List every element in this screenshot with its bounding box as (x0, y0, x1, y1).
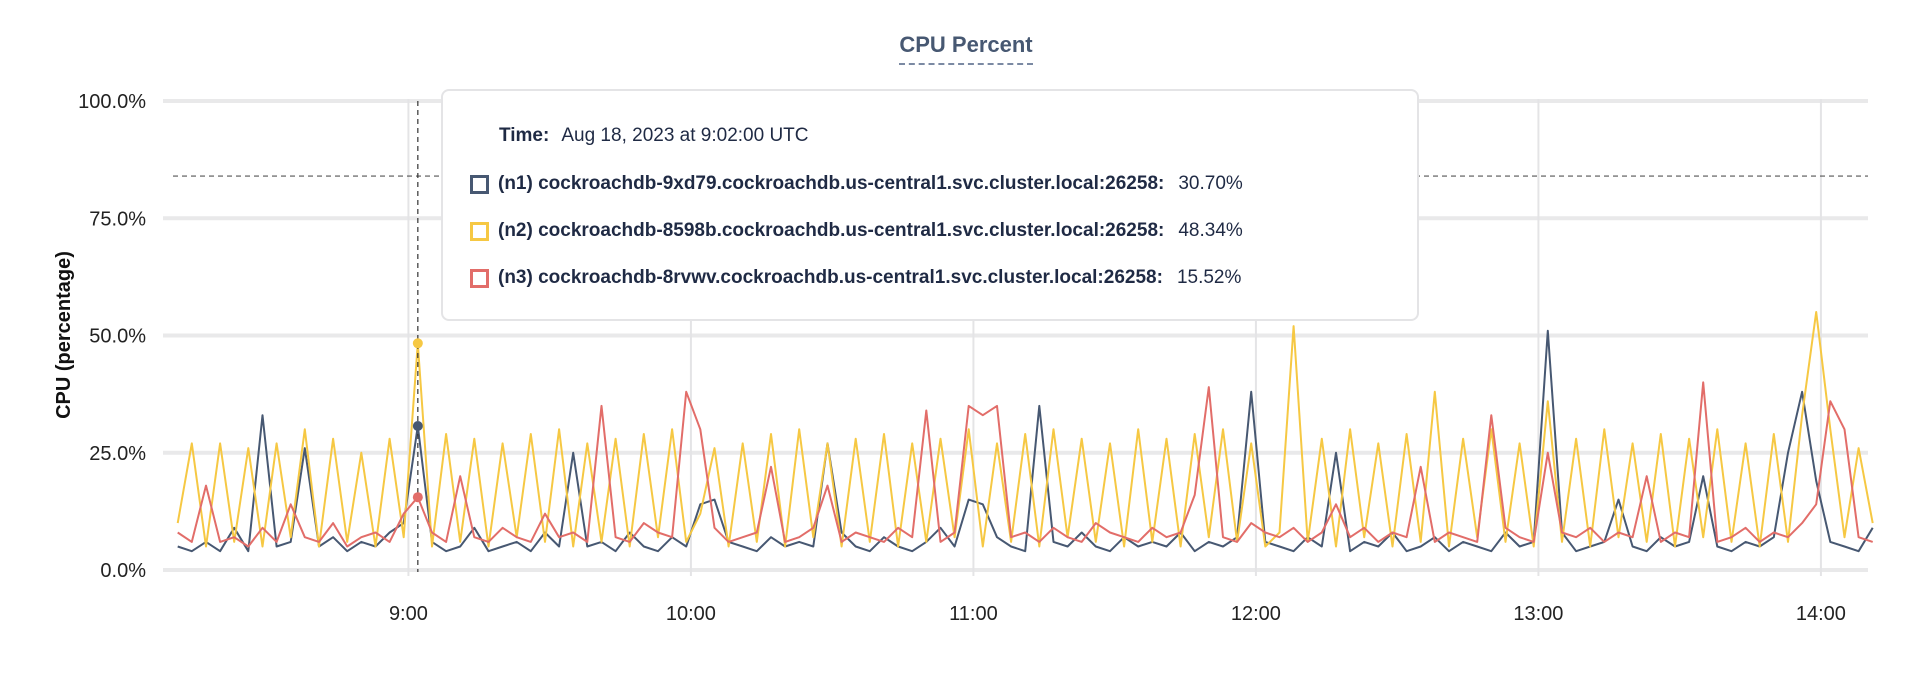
y-tick-label: 75.0% (89, 208, 146, 230)
tooltip-time: Time: Aug 18, 2023 at 9:02:00 UTC (499, 125, 809, 147)
tooltip-row-label: (n2) cockroachdb-8598b.cockroachdb.us-ce… (498, 220, 1165, 241)
tooltip-row-n1: (n1) cockroachdb-9xd79.cockroachdb.us-ce… (470, 173, 1243, 195)
hover-point-n3 (412, 492, 423, 503)
series-line-n2 (176, 311, 1874, 548)
hover-point-n2 (412, 338, 423, 349)
tooltip-row-value: 48.34% (1178, 220, 1243, 241)
tooltip-row-label: (n1) cockroachdb-9xd79.cockroachdb.us-ce… (498, 173, 1165, 194)
tooltip-row-n2: (n2) cockroachdb-8598b.cockroachdb.us-ce… (470, 220, 1243, 242)
chart-title[interactable]: CPU Percent (0, 32, 1924, 65)
tooltip-row-n3: (n3) cockroachdb-8rvwv.cockroachdb.us-ce… (470, 267, 1241, 289)
y-tick-label: 50.0% (89, 326, 146, 348)
x-tick-label: 14:00 (1796, 603, 1846, 625)
y-tick-label: 100.0% (78, 91, 146, 113)
x-tick-label: 11:00 (949, 603, 998, 625)
tooltip-time-label: Time: (499, 125, 550, 146)
n3-legend-swatch-icon (470, 268, 489, 288)
chart-title-text: CPU Percent (899, 32, 1033, 65)
hover-point-n1 (412, 421, 423, 432)
x-tick-label: 13:00 (1513, 603, 1563, 625)
y-tick-label: 0.0% (100, 560, 146, 582)
n1-legend-swatch-icon (470, 174, 489, 194)
x-tick-label: 9:00 (389, 603, 428, 625)
y-tick-label: 25.0% (89, 443, 146, 465)
y-axis-label: CPU (percentage) (53, 251, 75, 419)
tooltip-row-value: 15.52% (1176, 267, 1242, 288)
tooltip-time-value: Aug 18, 2023 at 9:02:00 UTC (561, 125, 809, 146)
series-line-n3 (177, 381, 1874, 548)
tooltip-row-value: 30.70% (1178, 173, 1243, 194)
x-tick-label: 12:00 (1231, 603, 1281, 625)
n2-legend-swatch-icon (470, 221, 489, 241)
tooltip-row-label: (n3) cockroachdb-8rvwv.cockroachdb.us-ce… (498, 267, 1163, 288)
x-tick-label: 10:00 (666, 603, 716, 625)
tooltip: Time: Aug 18, 2023 at 9:02:00 UTC (n1) co… (441, 89, 1419, 321)
